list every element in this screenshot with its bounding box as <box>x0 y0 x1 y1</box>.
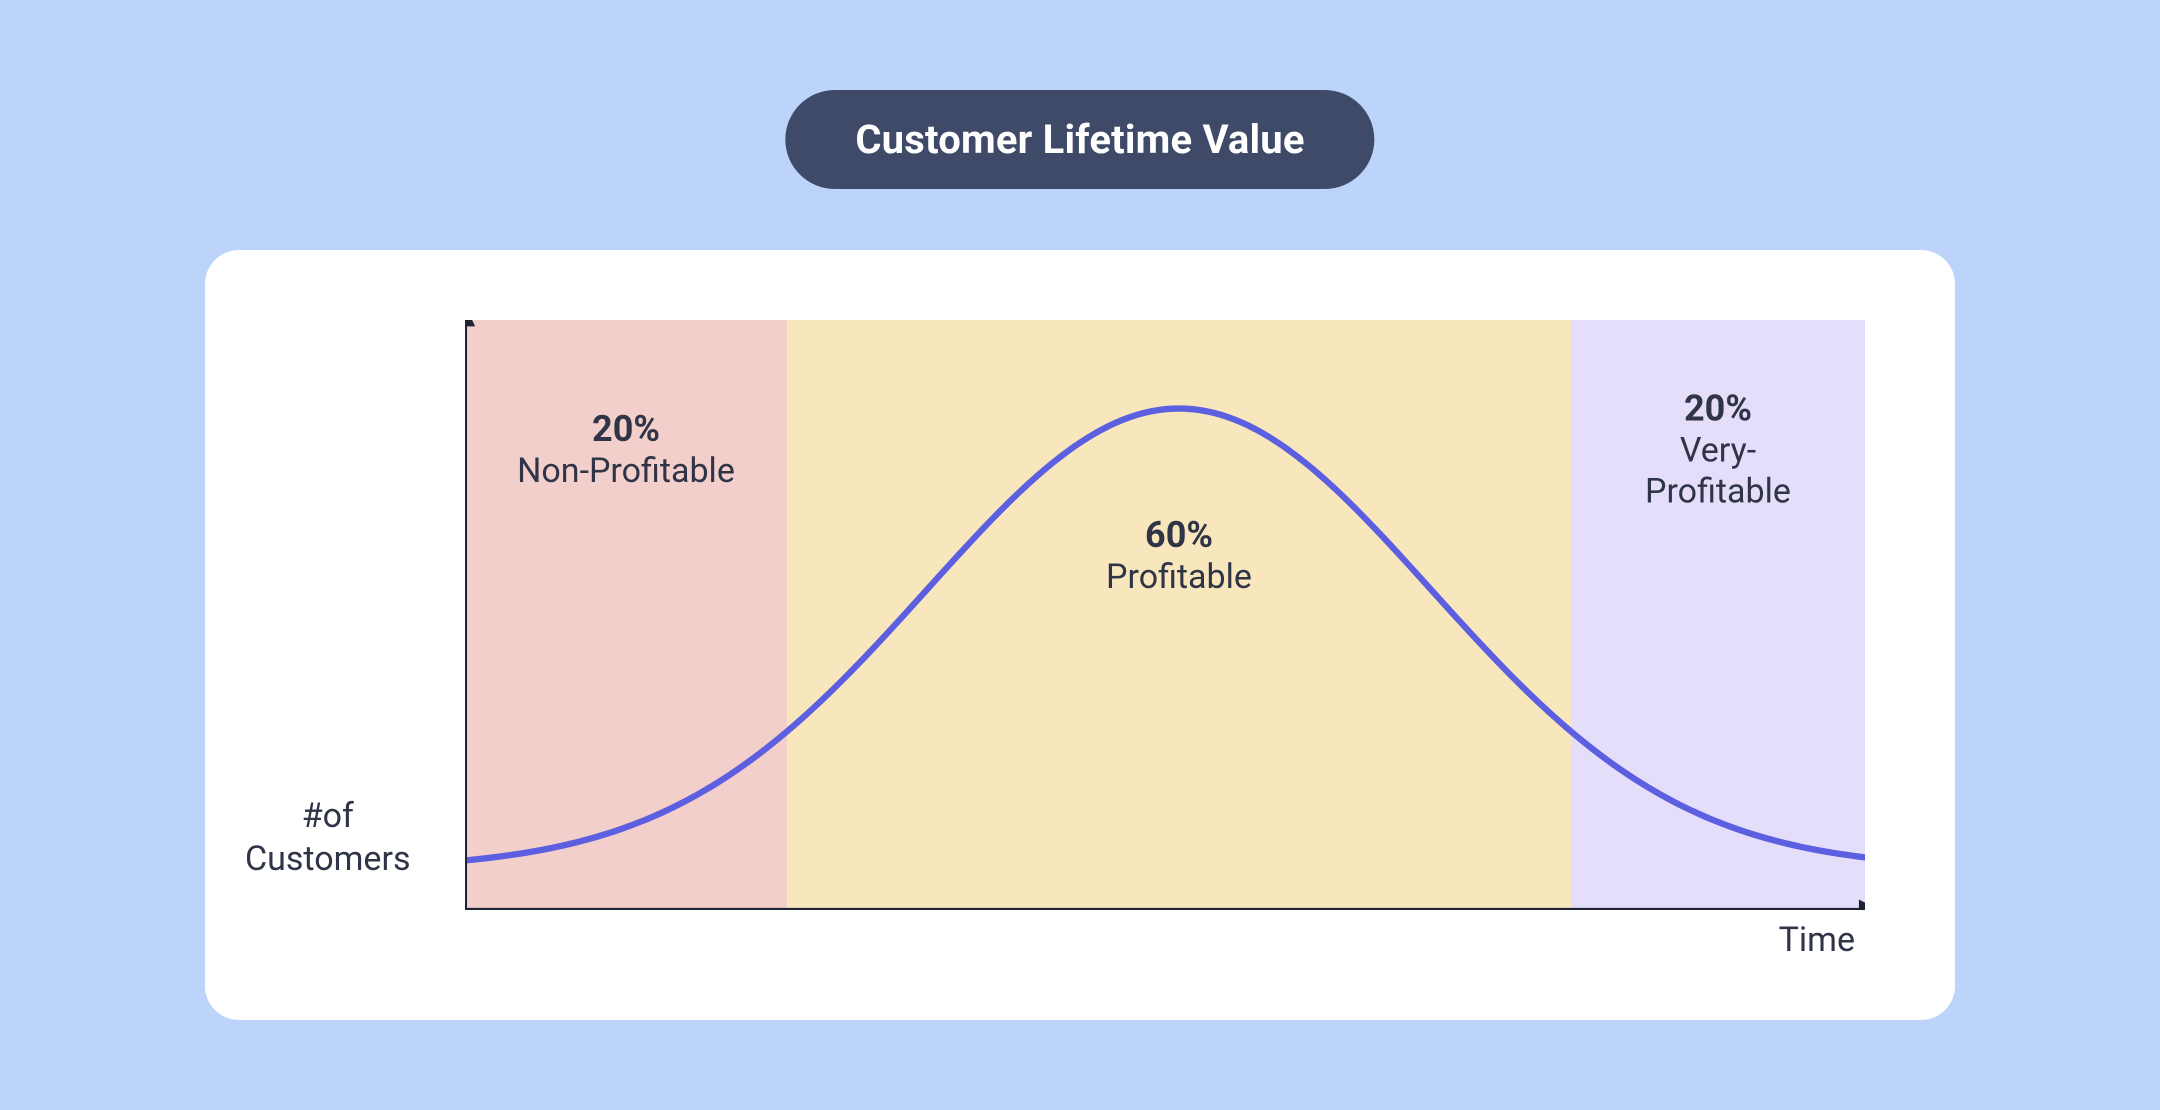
chart-title-pill: Customer Lifetime Value <box>785 90 1374 189</box>
y-axis-label-line2: Customers <box>245 839 411 879</box>
segment-label-seg1: 20%Non-Profitable <box>517 408 735 492</box>
segment-name-seg1: Non-Profitable <box>517 451 735 492</box>
chart-plot-area: 20%Non-Profitable60%Profitable20%Very-Pr… <box>465 320 1865 910</box>
y-axis-label: #of Customers <box>245 795 411 880</box>
segment-pct-seg2: 60% <box>1106 514 1252 557</box>
segment-label-seg2: 60%Profitable <box>1106 514 1252 598</box>
segment-pct-seg3: 20% <box>1645 387 1792 430</box>
segment-label-seg3: 20%Very-Profitable <box>1645 387 1792 512</box>
chart-title: Customer Lifetime Value <box>855 116 1304 163</box>
segment-pct-seg1: 20% <box>517 408 735 451</box>
chart-card: #of Customers Time 20%Non-Profitable60%P… <box>205 250 1955 1020</box>
segment-name-seg2: Profitable <box>1106 557 1252 598</box>
segment-name-seg3: Very-Profitable <box>1645 431 1792 513</box>
y-axis-label-line1: #of <box>302 796 354 836</box>
x-axis-label: Time <box>1779 920 1855 960</box>
page-root: Customer Lifetime Value #of Customers Ti… <box>0 0 2160 1110</box>
